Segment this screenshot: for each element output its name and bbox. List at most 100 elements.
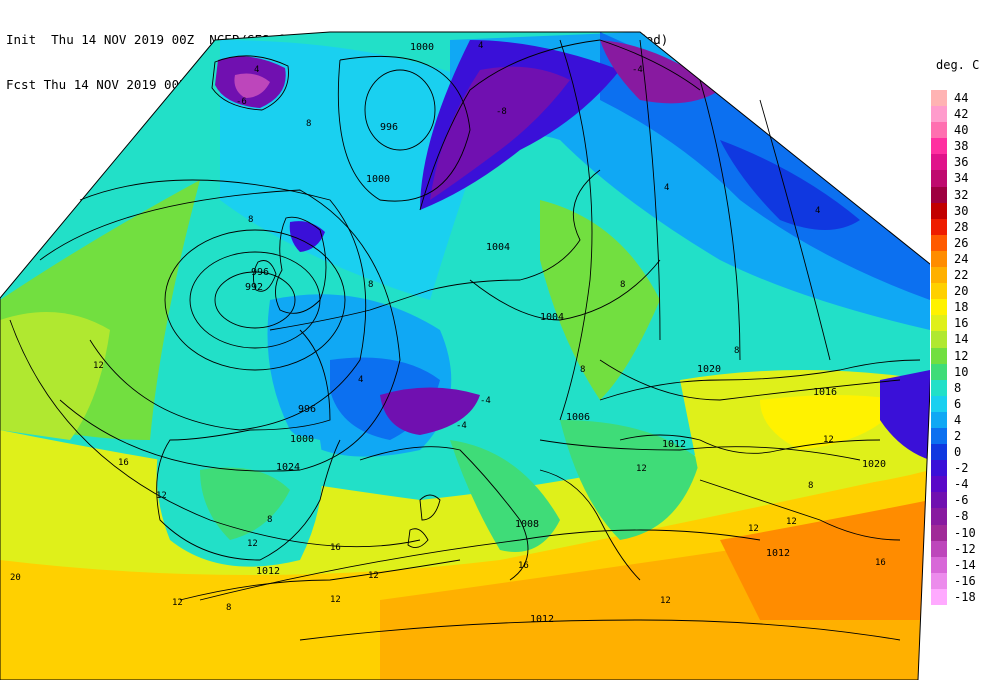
- legend-row: 8: [931, 379, 991, 396]
- legend-row: 12: [931, 347, 991, 364]
- legend-label: 2: [954, 428, 962, 443]
- legend-swatch: [931, 492, 947, 509]
- legend-row: 32: [931, 186, 991, 203]
- temp-label: 16: [330, 543, 341, 553]
- forecast-map: 1000 996 1000 1004 996 992 1004 996 1000…: [0, 31, 930, 680]
- legend-label: 40: [954, 123, 969, 138]
- legend-row: 36: [931, 154, 991, 171]
- legend-label: -16: [954, 573, 976, 588]
- legend-swatch: [931, 299, 947, 316]
- legend-label: 44: [954, 91, 969, 105]
- legend-swatch: [931, 170, 947, 187]
- legend-label: 24: [954, 251, 969, 266]
- legend-row: 14: [931, 331, 991, 348]
- temp-label: 8: [734, 346, 739, 356]
- legend-label: 38: [954, 139, 969, 154]
- legend-label: -12: [954, 541, 976, 556]
- temp-label: 4: [478, 41, 483, 51]
- legend-swatch: [931, 154, 947, 171]
- temp-label: 8: [620, 280, 625, 290]
- legend-row: -12: [931, 540, 991, 557]
- temp-label: 12: [247, 539, 258, 549]
- legend-row: 28: [931, 218, 991, 235]
- isobar-label: 992: [245, 282, 263, 293]
- temp-label: 12: [368, 571, 379, 581]
- temp-label: 8: [580, 365, 585, 375]
- temp-label: 16: [518, 561, 529, 571]
- legend-row: 20: [931, 283, 991, 300]
- temp-label: 12: [786, 517, 797, 527]
- isobar-label: 1006: [566, 412, 590, 423]
- temp-label: 4: [358, 375, 363, 385]
- temp-label: 4: [254, 65, 259, 75]
- legend-label: 6: [954, 396, 962, 411]
- legend-label: 22: [954, 268, 969, 283]
- legend-label: -2: [954, 461, 969, 476]
- legend-row: 44: [931, 90, 991, 107]
- map-border: [0, 31, 930, 680]
- isobar-label: 996: [251, 267, 269, 278]
- legend-label: 34: [954, 171, 969, 186]
- temp-label: -4: [632, 65, 643, 75]
- legend-row: -18: [931, 588, 991, 605]
- temp-label: 12: [330, 595, 341, 605]
- isobar-label: 1016: [813, 387, 837, 398]
- legend-swatch: [931, 588, 947, 605]
- temperature-legend: 44 42 40 38 36 34 32 30 28 26 24 22 20 18 16 14 12 10 8 6 4 2…: [931, 90, 991, 605]
- legend-row: -6: [931, 492, 991, 509]
- temperature-field: [0, 32, 930, 680]
- legend-swatch: [931, 250, 947, 268]
- temp-label: 4: [815, 206, 820, 216]
- temp-label: 12: [93, 361, 104, 371]
- temperature-labels: 4 4 -6 -4 -8 8 8 8 8 4 4 4 12 -4 -4 8 12…: [10, 41, 886, 613]
- legend-label: 16: [954, 316, 969, 331]
- temp-label: -8: [496, 107, 507, 117]
- legend-swatch: [931, 90, 947, 107]
- isobar-label: 1012: [662, 439, 686, 450]
- legend-swatch: [931, 218, 947, 235]
- temp-label: 12: [172, 598, 183, 608]
- legend-label: 20: [954, 284, 969, 299]
- legend-swatch: [931, 556, 947, 573]
- temp-label: -4: [480, 396, 491, 406]
- temp-label: 8: [808, 481, 813, 491]
- legend-swatch: [931, 315, 947, 332]
- legend-label: 8: [954, 380, 962, 395]
- legend-row: 26: [931, 234, 991, 251]
- isobar-label: 1008: [515, 519, 539, 530]
- legend-swatch: [931, 460, 947, 477]
- legend-label: -10: [954, 525, 976, 540]
- legend-row: 30: [931, 202, 991, 219]
- legend-swatch: [931, 234, 947, 251]
- legend-swatch: [931, 347, 947, 364]
- legend-swatch: [931, 540, 947, 557]
- temp-label: 8: [248, 215, 253, 225]
- isobar-label: 1024: [276, 462, 300, 473]
- temp-label: 8: [267, 515, 272, 525]
- isobar-label: 1020: [862, 459, 886, 470]
- temp-label: 16: [118, 458, 129, 468]
- legend-label: 36: [954, 155, 969, 170]
- legend-label: 28: [954, 219, 969, 234]
- legend-label: 4: [954, 412, 962, 427]
- isobar-label: 1020: [697, 364, 721, 375]
- legend-row: 42: [931, 106, 991, 123]
- legend-label: -14: [954, 557, 976, 572]
- legend-row: 0: [931, 444, 991, 461]
- legend-swatch: [931, 379, 947, 396]
- temp-label: -6: [236, 97, 247, 107]
- legend-row: -2: [931, 460, 991, 477]
- legend-swatch: [931, 427, 947, 445]
- legend-row: 24: [931, 250, 991, 268]
- legend-label: 18: [954, 300, 969, 315]
- temp-label: 12: [823, 435, 834, 445]
- legend-swatch: [931, 444, 947, 461]
- legend-swatch: [931, 331, 947, 348]
- legend-swatch: [931, 572, 947, 589]
- legend-label: 12: [954, 348, 969, 363]
- legend-swatch: [931, 106, 947, 123]
- temp-label: 12: [748, 524, 759, 534]
- isobar-label: 1012: [766, 548, 790, 559]
- legend-swatch: [931, 138, 947, 155]
- legend-row: 22: [931, 267, 991, 284]
